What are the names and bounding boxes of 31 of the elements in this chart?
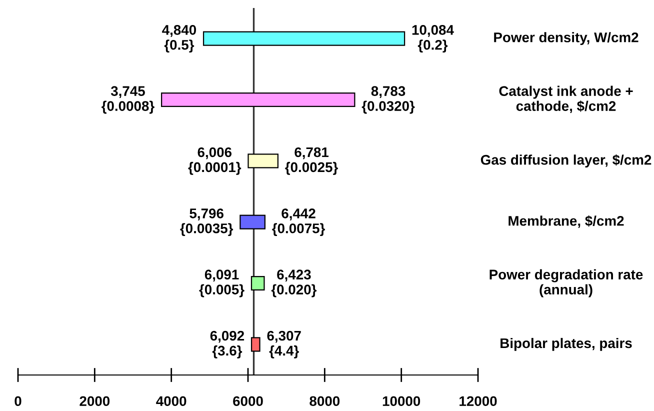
x-tick-label: 8000 (310, 396, 340, 406)
annotation: 6,442 {0.0075} (272, 208, 325, 236)
y-tick-label: Membrane, $/cm2 (508, 215, 624, 228)
bar (248, 154, 278, 168)
annotation: 10,084 {0.2} (412, 24, 454, 53)
y-tick-label: Gas diffusion layer, $/cm2 (480, 154, 652, 168)
x-tick-label: 10000 (382, 396, 420, 406)
x-tick-label: 2000 (80, 396, 110, 406)
y-tick-label: Power degradation rate (annual) (490, 269, 643, 298)
annotation: 6,781 {0.0025} (285, 147, 338, 175)
y-tick-label: Catalyst ink anode + cathode, $/cm2 (499, 86, 633, 113)
x-tick-label: 0 (14, 396, 22, 406)
y-tick-label: Power density, W/cm2 (494, 32, 638, 46)
y-tick-label: Bipolar plates, pairs (500, 338, 632, 351)
annotation: 6,006 {0.0001} (188, 147, 242, 175)
annotation: 4,840 {0.5} (162, 24, 196, 53)
annotation: 6,423 {0.020} (271, 270, 317, 298)
annotation: 6,092 {3.6} (210, 330, 244, 358)
annotation: 3,745 {0.0008} (102, 86, 154, 114)
x-tick-label: 12000 (460, 396, 497, 406)
x-tick-label: 4000 (156, 396, 186, 406)
annotation: 8,783 {0.0320} (362, 86, 415, 114)
bar (161, 92, 356, 108)
bar (240, 214, 266, 230)
bar (250, 337, 260, 352)
bar (250, 276, 265, 291)
annotation: 6,307 {4.4} (267, 330, 301, 358)
annotation: 6,091 {0.005} (199, 270, 244, 298)
x-tick-label: 6000 (233, 396, 263, 406)
bar (202, 31, 406, 46)
annotation: 5,796 {0.0035} (180, 208, 234, 236)
